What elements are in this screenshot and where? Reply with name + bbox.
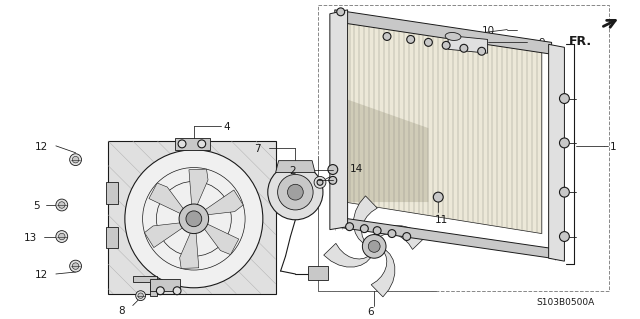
Text: 2: 2 [290, 166, 296, 175]
Polygon shape [335, 217, 552, 258]
Circle shape [433, 192, 443, 202]
Bar [150, 279, 180, 291]
Circle shape [287, 184, 303, 200]
Bar [106, 227, 118, 249]
Circle shape [328, 165, 338, 174]
Polygon shape [371, 250, 395, 297]
Circle shape [559, 232, 570, 241]
Polygon shape [145, 223, 188, 248]
Text: 1: 1 [610, 142, 616, 152]
Bar [308, 266, 328, 280]
Circle shape [407, 35, 415, 43]
Circle shape [424, 38, 433, 46]
Polygon shape [189, 169, 208, 210]
Circle shape [156, 287, 164, 295]
Polygon shape [335, 10, 552, 54]
Circle shape [138, 293, 143, 298]
Text: S103B0500A: S103B0500A [537, 298, 595, 307]
Circle shape [72, 263, 79, 269]
Ellipse shape [445, 33, 461, 41]
Circle shape [373, 227, 381, 234]
Polygon shape [180, 227, 199, 269]
Polygon shape [378, 226, 425, 249]
Text: 10: 10 [483, 26, 495, 36]
Text: 14: 14 [349, 164, 363, 174]
Polygon shape [276, 161, 315, 173]
Text: 7: 7 [254, 144, 261, 154]
Circle shape [362, 234, 386, 258]
Bar [108, 141, 276, 294]
Circle shape [477, 47, 486, 55]
Bar [175, 138, 210, 150]
Text: 13: 13 [24, 233, 37, 242]
Circle shape [70, 154, 81, 166]
Circle shape [346, 223, 353, 231]
Circle shape [278, 174, 313, 210]
Circle shape [559, 138, 570, 148]
Polygon shape [344, 18, 541, 234]
Text: 12: 12 [35, 142, 48, 152]
Text: FR.: FR. [569, 35, 592, 48]
Text: 11: 11 [435, 215, 447, 225]
Circle shape [314, 176, 326, 188]
Polygon shape [548, 44, 564, 261]
Text: 9: 9 [539, 38, 545, 48]
Polygon shape [200, 190, 243, 215]
Circle shape [268, 165, 323, 220]
Circle shape [70, 260, 81, 272]
Circle shape [329, 176, 337, 184]
Text: 3: 3 [290, 176, 296, 186]
Circle shape [58, 202, 65, 208]
Circle shape [337, 8, 344, 16]
Text: 6: 6 [367, 308, 374, 317]
Polygon shape [132, 276, 157, 296]
Circle shape [403, 233, 411, 241]
Circle shape [442, 41, 450, 49]
Polygon shape [330, 10, 348, 230]
Circle shape [360, 225, 368, 233]
Polygon shape [324, 243, 371, 267]
Circle shape [58, 233, 65, 240]
Circle shape [198, 140, 205, 148]
Circle shape [383, 33, 391, 41]
Circle shape [56, 199, 68, 211]
Bar [106, 182, 118, 204]
Circle shape [173, 287, 181, 295]
Circle shape [72, 156, 79, 163]
Circle shape [56, 231, 68, 242]
Text: 8: 8 [118, 306, 125, 315]
Circle shape [368, 241, 380, 252]
Circle shape [317, 179, 323, 185]
Circle shape [559, 94, 570, 103]
Circle shape [186, 211, 202, 227]
Circle shape [136, 291, 145, 300]
Polygon shape [149, 183, 186, 216]
Text: 12: 12 [35, 270, 48, 280]
Polygon shape [344, 99, 428, 202]
Circle shape [125, 150, 263, 288]
Circle shape [388, 230, 396, 238]
Text: 5: 5 [33, 201, 40, 211]
Circle shape [178, 140, 186, 148]
Polygon shape [354, 196, 377, 243]
Text: 4: 4 [223, 122, 230, 132]
Circle shape [559, 187, 570, 197]
Bar [318, 5, 609, 291]
Circle shape [179, 204, 209, 234]
Polygon shape [202, 222, 239, 255]
Circle shape [460, 44, 468, 52]
Polygon shape [448, 35, 488, 53]
